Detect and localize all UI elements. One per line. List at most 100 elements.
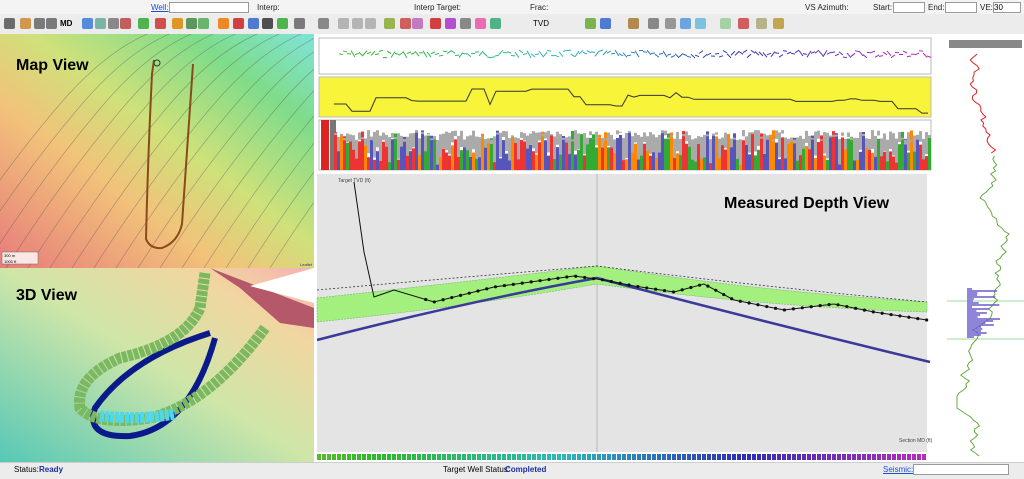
toolbar-button[interactable]	[294, 18, 305, 29]
track-3-grey	[349, 134, 352, 141]
track-3-bar	[625, 159, 628, 170]
toolbar-button[interactable]	[720, 18, 731, 29]
trajectory-point	[916, 317, 919, 320]
trajectory-point	[441, 298, 444, 301]
md-strip-segment	[757, 454, 761, 460]
well-label[interactable]: Well:	[151, 3, 169, 12]
track-3-bar	[511, 136, 514, 170]
md-strip-segment	[832, 454, 836, 460]
frac-label: Frac:	[530, 3, 548, 12]
trajectory-point	[610, 280, 613, 283]
track-3-grey	[583, 133, 586, 154]
toolbar-button[interactable]	[172, 18, 183, 29]
md-strip-segment	[377, 454, 381, 460]
track-3-grey	[754, 130, 757, 151]
toolbar-button[interactable]	[338, 18, 349, 29]
track-3-bar	[601, 144, 604, 170]
toolbar-button[interactable]	[475, 18, 486, 29]
gr-curve	[627, 55, 631, 56]
toolbar-button[interactable]	[277, 18, 288, 29]
track-3-grey	[703, 135, 706, 158]
toolbar-button[interactable]	[186, 18, 197, 29]
track-3-grey	[442, 134, 445, 149]
track-3-grey	[634, 133, 637, 143]
md-button[interactable]: MD	[60, 19, 72, 28]
toolbar-button[interactable]	[585, 18, 596, 29]
toolbar-button[interactable]	[20, 18, 31, 29]
toolbar-button[interactable]	[248, 18, 259, 29]
toolbar-button[interactable]	[430, 18, 441, 29]
track-3-grey	[427, 133, 430, 135]
toolbar-button[interactable]	[262, 18, 273, 29]
well-select[interactable]	[169, 2, 249, 13]
track-3-grey	[586, 138, 589, 145]
track-3-grey	[781, 130, 784, 133]
toolbar-button[interactable]	[318, 18, 329, 29]
toolbar-button[interactable]	[4, 18, 15, 29]
toolbar-button[interactable]	[352, 18, 363, 29]
md-strip-segment	[522, 454, 526, 460]
toolbar-button[interactable]	[665, 18, 676, 29]
track-3-grey	[916, 135, 919, 140]
md-strip-segment	[387, 454, 391, 460]
ve-select[interactable]: 30	[993, 2, 1021, 13]
seismic-select[interactable]	[913, 464, 1009, 475]
trajectory-point	[681, 288, 684, 291]
start-input[interactable]	[893, 2, 925, 13]
toolbar-button[interactable]	[218, 18, 229, 29]
toolbar-button[interactable]	[756, 18, 767, 29]
track-3-bar	[652, 152, 655, 170]
toolbar-button[interactable]	[34, 18, 45, 29]
toolbar-button[interactable]	[648, 18, 659, 29]
toolbar-button[interactable]	[120, 18, 131, 29]
toolbar-button[interactable]	[108, 18, 119, 29]
track-3-bar	[628, 131, 631, 170]
toolbar-button[interactable]	[412, 18, 423, 29]
toolbar-button[interactable]	[460, 18, 471, 29]
track-3-grey	[874, 136, 877, 157]
track-3-grey	[775, 130, 778, 139]
toolbar-button[interactable]	[155, 18, 166, 29]
toolbar-button[interactable]	[490, 18, 501, 29]
gr-curve	[339, 54, 343, 55]
track-3-grey	[739, 139, 742, 165]
toolbar-button[interactable]	[138, 18, 149, 29]
toolbar-button[interactable]	[384, 18, 395, 29]
toolbar-button[interactable]	[400, 18, 411, 29]
tvd-button[interactable]: TVD	[533, 19, 549, 28]
toolbar-button[interactable]	[773, 18, 784, 29]
toolbar-button[interactable]	[46, 18, 57, 29]
track-3-bar	[424, 150, 427, 170]
end-input[interactable]	[945, 2, 977, 13]
track-3-bar	[808, 147, 811, 170]
track-3-bar	[862, 132, 865, 170]
track-3-bar	[811, 136, 814, 170]
md-strip-segment	[657, 454, 661, 460]
track-3-bar	[565, 139, 568, 170]
attribution[interactable]: Leaflet	[300, 262, 313, 267]
track-3-grey	[901, 138, 904, 140]
toolbar-button[interactable]	[628, 18, 639, 29]
toolbar-button[interactable]	[233, 18, 244, 29]
toolbar-button[interactable]	[600, 18, 611, 29]
toolbar-button[interactable]	[95, 18, 106, 29]
track-3-grey	[895, 139, 898, 163]
view-3d: 3D View	[0, 268, 314, 462]
md-strip-segment	[867, 454, 871, 460]
toolbar-button[interactable]	[695, 18, 706, 29]
track-3-bar	[586, 141, 589, 170]
toolbar-button[interactable]	[445, 18, 456, 29]
toolbar-button[interactable]	[198, 18, 209, 29]
md-strip-segment	[382, 454, 386, 460]
toolbar-button[interactable]	[365, 18, 376, 29]
md-strip-segment	[537, 454, 541, 460]
track-3-bar	[616, 138, 619, 170]
toolbar-button[interactable]	[680, 18, 691, 29]
track-3-bar	[727, 134, 730, 170]
seismic-label[interactable]: Seismic:	[883, 465, 913, 474]
toolbar-button[interactable]	[82, 18, 93, 29]
track-3-grey	[463, 140, 466, 148]
toolbar-button[interactable]	[738, 18, 749, 29]
track-3-bar	[373, 160, 376, 170]
md-strip-segment	[882, 454, 886, 460]
